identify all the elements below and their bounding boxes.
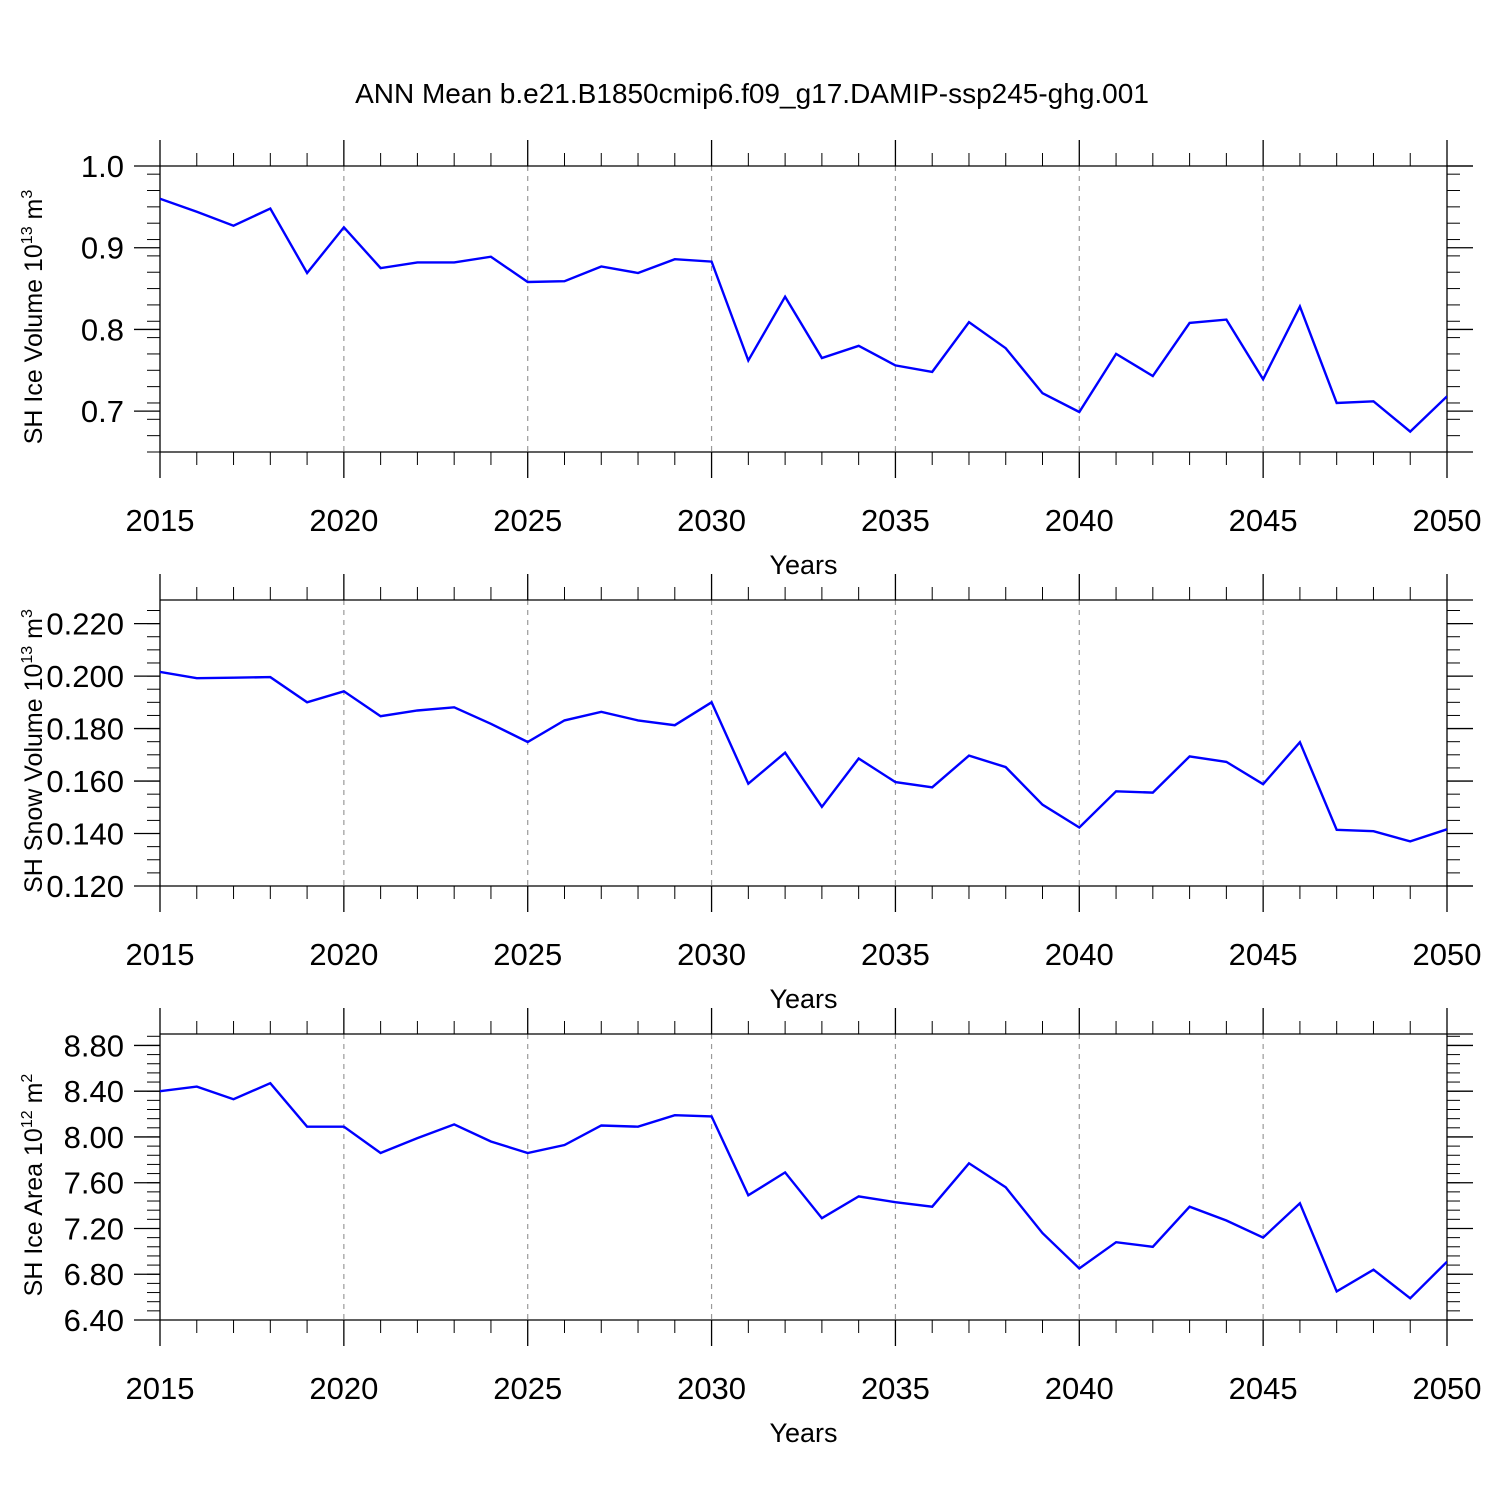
x-tick-label: 2050 bbox=[1413, 1371, 1482, 1406]
x-tick-label: 2040 bbox=[1045, 937, 1114, 972]
y-tick-label: 0.140 bbox=[46, 817, 124, 852]
x-tick-label: 2030 bbox=[677, 1371, 746, 1406]
x-tick-label: 2035 bbox=[861, 1371, 930, 1406]
y-axis-label: SH Ice Area 1012 m2 bbox=[19, 1074, 48, 1297]
x-tick-label: 2020 bbox=[309, 1371, 378, 1406]
y-tick-label: 6.80 bbox=[64, 1257, 124, 1292]
y-axis-label-unit-exponent: 3 bbox=[19, 190, 36, 199]
y-axis-label-main: SH Ice Area 10 bbox=[20, 1128, 48, 1296]
x-axis-label: Years bbox=[769, 1418, 837, 1448]
y-tick-label: 8.80 bbox=[64, 1028, 124, 1063]
y-tick-label: 0.9 bbox=[81, 231, 124, 266]
x-tick-label: 2050 bbox=[1413, 937, 1482, 972]
series-line bbox=[160, 197, 1447, 434]
x-tick-label: 2015 bbox=[126, 503, 195, 538]
y-axis-label-unit-exponent: 2 bbox=[19, 1074, 36, 1083]
y-tick-label: 6.40 bbox=[64, 1303, 124, 1338]
y-tick-label: 0.200 bbox=[46, 659, 124, 694]
x-tick-label: 2045 bbox=[1229, 503, 1298, 538]
x-tick-label: 2035 bbox=[861, 503, 930, 538]
x-tick-label: 2030 bbox=[677, 937, 746, 972]
chart-panel-1: 0.7 0.8 0.9 1.0 2015 2020 2025 2030 2035 2040 2045… bbox=[19, 140, 1481, 580]
y-axis-label-main: SH Ice Volume 10 bbox=[20, 244, 48, 444]
y-tick-label: 7.60 bbox=[64, 1166, 124, 1201]
x-tick-label: 2050 bbox=[1413, 503, 1482, 538]
series-line bbox=[160, 670, 1447, 843]
panels: 0.7 0.8 0.9 1.0 2015 2020 2025 2030 2035 2040 2045… bbox=[19, 140, 1481, 1448]
y-axis-label-exponent: 12 bbox=[19, 1110, 36, 1128]
x-tick-label: 2025 bbox=[493, 937, 562, 972]
x-axis-label: Years bbox=[769, 550, 837, 580]
y-tick-label: 0.220 bbox=[46, 607, 124, 642]
y-axis-label-main: SH Snow Volume 10 bbox=[20, 664, 48, 893]
chart-panel-3: 6.40 6.80 7.20 7.60 8.00 8.40 8.80 2015 2020 2025… bbox=[19, 1008, 1481, 1448]
y-axis-label-exponent: 13 bbox=[19, 646, 36, 664]
y-tick-label: 0.7 bbox=[81, 394, 124, 429]
y-axis-label-unit-exponent: 3 bbox=[19, 609, 36, 618]
figure-title: ANN Mean b.e21.B1850cmip6.f09_g17.DAMIP-… bbox=[355, 78, 1149, 109]
y-tick-label: 0.180 bbox=[46, 712, 124, 747]
x-tick-label: 2015 bbox=[126, 937, 195, 972]
series-line bbox=[160, 1081, 1447, 1300]
x-tick-label: 2045 bbox=[1229, 1371, 1298, 1406]
y-tick-label: 8.40 bbox=[64, 1074, 124, 1109]
x-tick-label: 2025 bbox=[493, 1371, 562, 1406]
x-tick-label: 2045 bbox=[1229, 937, 1298, 972]
x-tick-label: 2020 bbox=[309, 937, 378, 972]
x-axis-label: Years bbox=[769, 984, 837, 1014]
y-tick-label: 8.00 bbox=[64, 1120, 124, 1155]
y-axis-label-unit: m bbox=[20, 199, 48, 227]
y-axis-label: SH Snow Volume 1013 m3 bbox=[19, 609, 48, 893]
y-axis-label-unit: m bbox=[20, 1083, 48, 1111]
chart-panel-2: 0.120 0.140 0.160 0.180 0.200 0.220 2015 2020 20… bbox=[19, 574, 1481, 1014]
x-tick-label: 2025 bbox=[493, 503, 562, 538]
y-tick-label: 0.160 bbox=[46, 764, 124, 799]
x-tick-label: 2040 bbox=[1045, 1371, 1114, 1406]
x-tick-label: 2030 bbox=[677, 503, 746, 538]
y-tick-label: 0.120 bbox=[46, 869, 124, 904]
y-axis-label-exponent: 13 bbox=[19, 226, 36, 244]
y-axis-label: SH Ice Volume 1013 m3 bbox=[19, 190, 48, 445]
x-tick-label: 2020 bbox=[309, 503, 378, 538]
x-tick-label: 2035 bbox=[861, 937, 930, 972]
x-tick-label: 2015 bbox=[126, 1371, 195, 1406]
y-tick-label: 1.0 bbox=[81, 149, 124, 184]
y-axis-label-unit: m bbox=[20, 618, 48, 646]
y-tick-label: 7.20 bbox=[64, 1211, 124, 1246]
y-tick-label: 0.8 bbox=[81, 312, 124, 347]
x-tick-label: 2040 bbox=[1045, 503, 1114, 538]
